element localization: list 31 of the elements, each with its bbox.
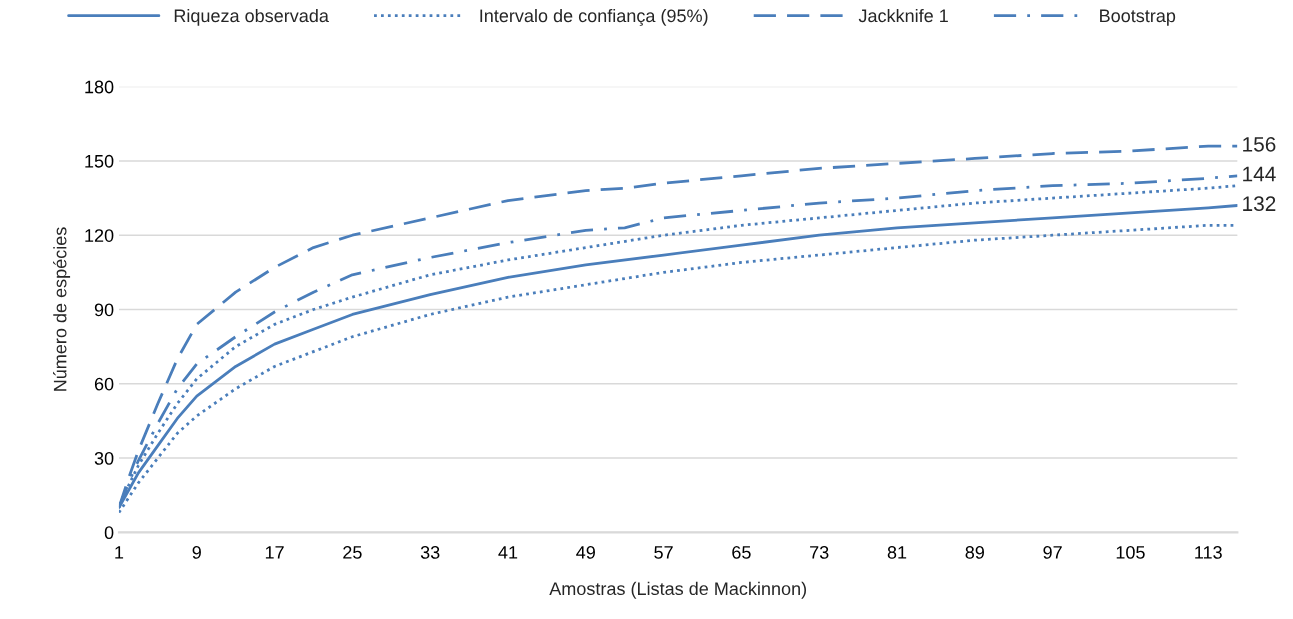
y-tick-label: 120 (85, 229, 114, 242)
y-tick-label: 90 (94, 303, 114, 317)
legend-label: Intervalo de confiança (95%) (480, 8, 708, 26)
x-tick-label: 1 (115, 546, 124, 559)
y-tick-label: 60 (94, 377, 114, 391)
x-tick-label: 57 (654, 546, 673, 559)
y-axis-title: Número de espécies (53, 227, 71, 391)
y-tick-label: 0 (104, 526, 114, 540)
x-tick-label: 9 (192, 546, 201, 559)
x-axis-title: Amostras (Listas de Mackinnon) (549, 581, 807, 599)
data-label: 144 (1243, 166, 1276, 182)
y-tick-label: 180 (85, 80, 114, 94)
x-tick-label: 89 (965, 546, 984, 559)
x-tick-label: 41 (498, 546, 518, 559)
data-label: 132 (1243, 196, 1276, 212)
y-tick-label: 30 (94, 451, 114, 465)
legend-label: Jackknife 1 (858, 8, 948, 23)
legend-label: Riqueza observada (174, 8, 329, 26)
y-tick-label: 150 (85, 154, 114, 168)
x-tick-label: 33 (420, 546, 440, 559)
x-tick-label: 73 (810, 546, 829, 559)
x-tick-label: 25 (343, 546, 362, 559)
x-tick-label: 97 (1043, 546, 1062, 559)
x-tick-label: 49 (576, 546, 595, 559)
x-tick-label: 17 (265, 546, 284, 559)
x-tick-label: 113 (1195, 546, 1222, 559)
legend-label: Bootstrap (1100, 9, 1176, 26)
x-tick-label: 65 (732, 546, 751, 559)
x-tick-label: 105 (1116, 546, 1145, 559)
data-label: 156 (1243, 136, 1276, 152)
x-tick-label: 81 (887, 546, 907, 559)
